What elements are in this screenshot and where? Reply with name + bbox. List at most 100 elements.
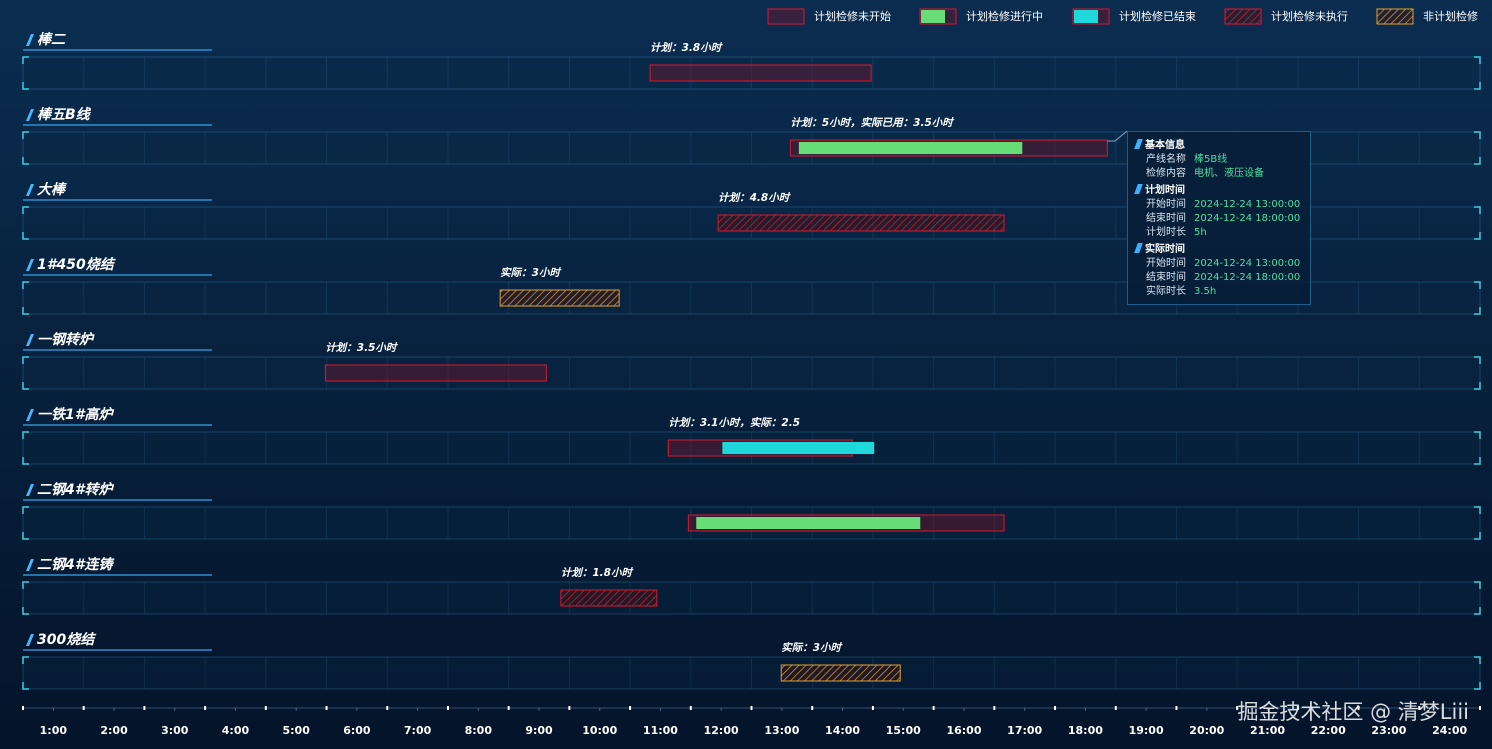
tooltip-section: 计划时间 <box>1136 183 1302 198</box>
tooltip-section: 基本信息 <box>1136 138 1302 153</box>
plan-bar <box>324 364 547 382</box>
track-corner <box>22 581 29 615</box>
track-corner <box>22 281 29 315</box>
axis-dot <box>1418 706 1421 710</box>
x-tick-label: 16:00 <box>946 724 981 737</box>
axis-dot <box>871 706 874 710</box>
tooltip-key: 计划时长 <box>1146 227 1186 238</box>
actual-bar <box>499 289 620 307</box>
axis-dot <box>689 706 692 710</box>
track-corner <box>1474 581 1481 615</box>
tooltip-key: 开始时间 <box>1146 258 1186 269</box>
tooltip-value: 2024-12-24 18:00:00 <box>1194 272 1301 283</box>
tooltip-key: 开始时间 <box>1146 199 1186 210</box>
x-tick-label: 23:00 <box>1371 724 1406 737</box>
track-corner <box>22 431 29 465</box>
legend-label: 计划检修未执行 <box>1271 9 1348 23</box>
actual-bar <box>780 664 901 682</box>
track <box>22 581 1481 615</box>
track-corner <box>1474 431 1481 465</box>
tooltip-value: 电机、液压设备 <box>1194 168 1264 179</box>
x-tick-label: 10:00 <box>582 724 617 737</box>
x-tick-label: 3:00 <box>161 724 189 737</box>
tooltip-row: 产线名称 棒5B线 <box>1136 153 1302 167</box>
bar-label: 计划：1.8小时 <box>561 566 635 579</box>
x-tick-label: 6:00 <box>343 724 371 737</box>
legend-label: 计划检修未开始 <box>814 9 891 23</box>
legend-swatch <box>1376 8 1414 25</box>
plan-bar <box>649 64 872 82</box>
name-icon <box>26 334 34 346</box>
track-corner <box>1474 356 1481 390</box>
legend-label: 非计划检修 <box>1423 9 1478 23</box>
bar-label: 计划：3.1小时，实际：2.5 <box>668 416 800 429</box>
tooltip-value: 棒5B线 <box>1194 154 1228 165</box>
x-tick-label: 18:00 <box>1068 724 1103 737</box>
row-name: 300烧结 <box>37 631 97 648</box>
bar-label: 计划：4.8小时 <box>718 191 792 204</box>
axis-dot <box>507 706 510 710</box>
tooltip-row: 实际时长 3.5h <box>1136 285 1302 299</box>
legend-swatch <box>921 10 945 23</box>
axis-dot <box>82 706 85 710</box>
tooltip: 基本信息 产线名称 棒5B线 检修内容 电机、液压设备 计划时间 开始时间 2024-12-2… <box>1127 131 1311 305</box>
x-tick-label: 2:00 <box>100 724 128 737</box>
track-corner <box>1474 206 1481 240</box>
tooltip-section-title: 基本信息 <box>1145 140 1185 151</box>
tooltip-value: 2024-12-24 13:00:00 <box>1194 199 1301 210</box>
track-corner <box>1474 56 1481 90</box>
bar-label: 实际：3小时 <box>500 266 562 279</box>
x-tick-label: 1:00 <box>40 724 68 737</box>
x-tick-label: 21:00 <box>1250 724 1285 737</box>
row-name: 二钢4#转炉 <box>37 481 114 498</box>
row-name: 棒二 <box>37 31 66 48</box>
axis-dot <box>993 706 996 710</box>
tooltip-key: 实际时长 <box>1146 286 1186 297</box>
track-corner <box>22 356 29 390</box>
axis-dot <box>22 706 24 710</box>
name-icon <box>26 34 34 46</box>
track-corner <box>1474 656 1481 690</box>
x-tick-label: 19:00 <box>1129 724 1164 737</box>
name-icon <box>26 409 34 421</box>
axis-dot <box>1114 706 1117 710</box>
name-icon <box>26 184 34 196</box>
row-name: 二钢4#连铸 <box>37 556 114 573</box>
axis-dot <box>750 706 753 710</box>
tooltip-row: 计划时长 5h <box>1136 226 1302 240</box>
axis-dot <box>568 706 571 710</box>
axis-dot <box>264 706 267 710</box>
track <box>22 56 1481 90</box>
axis-dot <box>1236 706 1239 710</box>
watermark: 掘金技术社区 @ 清梦Liii <box>1237 700 1469 724</box>
bar-label: 计划：3.8小时 <box>650 41 724 54</box>
x-tick-label: 17:00 <box>1007 724 1042 737</box>
track-corner <box>1474 131 1481 165</box>
track-corner <box>1474 506 1481 540</box>
row-name: 1#450烧结 <box>37 256 117 273</box>
legend-label: 计划检修进行中 <box>966 9 1043 23</box>
legend-label: 计划检修已结束 <box>1119 9 1196 23</box>
tooltip-value: 2024-12-24 18:00:00 <box>1194 213 1301 224</box>
tooltip-row: 检修内容 电机、液压设备 <box>1136 167 1302 181</box>
legend-swatch <box>767 8 805 25</box>
name-icon <box>26 634 34 646</box>
row-name: 一铁1#高炉 <box>37 406 114 423</box>
legend-swatch <box>1074 10 1098 23</box>
x-tick-label: 24:00 <box>1432 724 1467 737</box>
axis-dot <box>629 706 632 710</box>
axis-dot <box>143 706 146 710</box>
tooltip-key: 检修内容 <box>1146 168 1186 179</box>
x-tick-label: 22:00 <box>1311 724 1346 737</box>
bar-label: 实际：3小时 <box>781 641 843 654</box>
track-corner <box>1474 281 1481 315</box>
axis-dot <box>1296 706 1299 710</box>
row-name: 大棒 <box>37 181 67 198</box>
tooltip-row: 结束时间 2024-12-24 18:00:00 <box>1136 271 1302 285</box>
tooltip-value: 2024-12-24 13:00:00 <box>1194 258 1301 269</box>
plan-bar <box>717 214 1005 232</box>
track-corner <box>22 56 29 90</box>
x-tick-label: 5:00 <box>283 724 311 737</box>
